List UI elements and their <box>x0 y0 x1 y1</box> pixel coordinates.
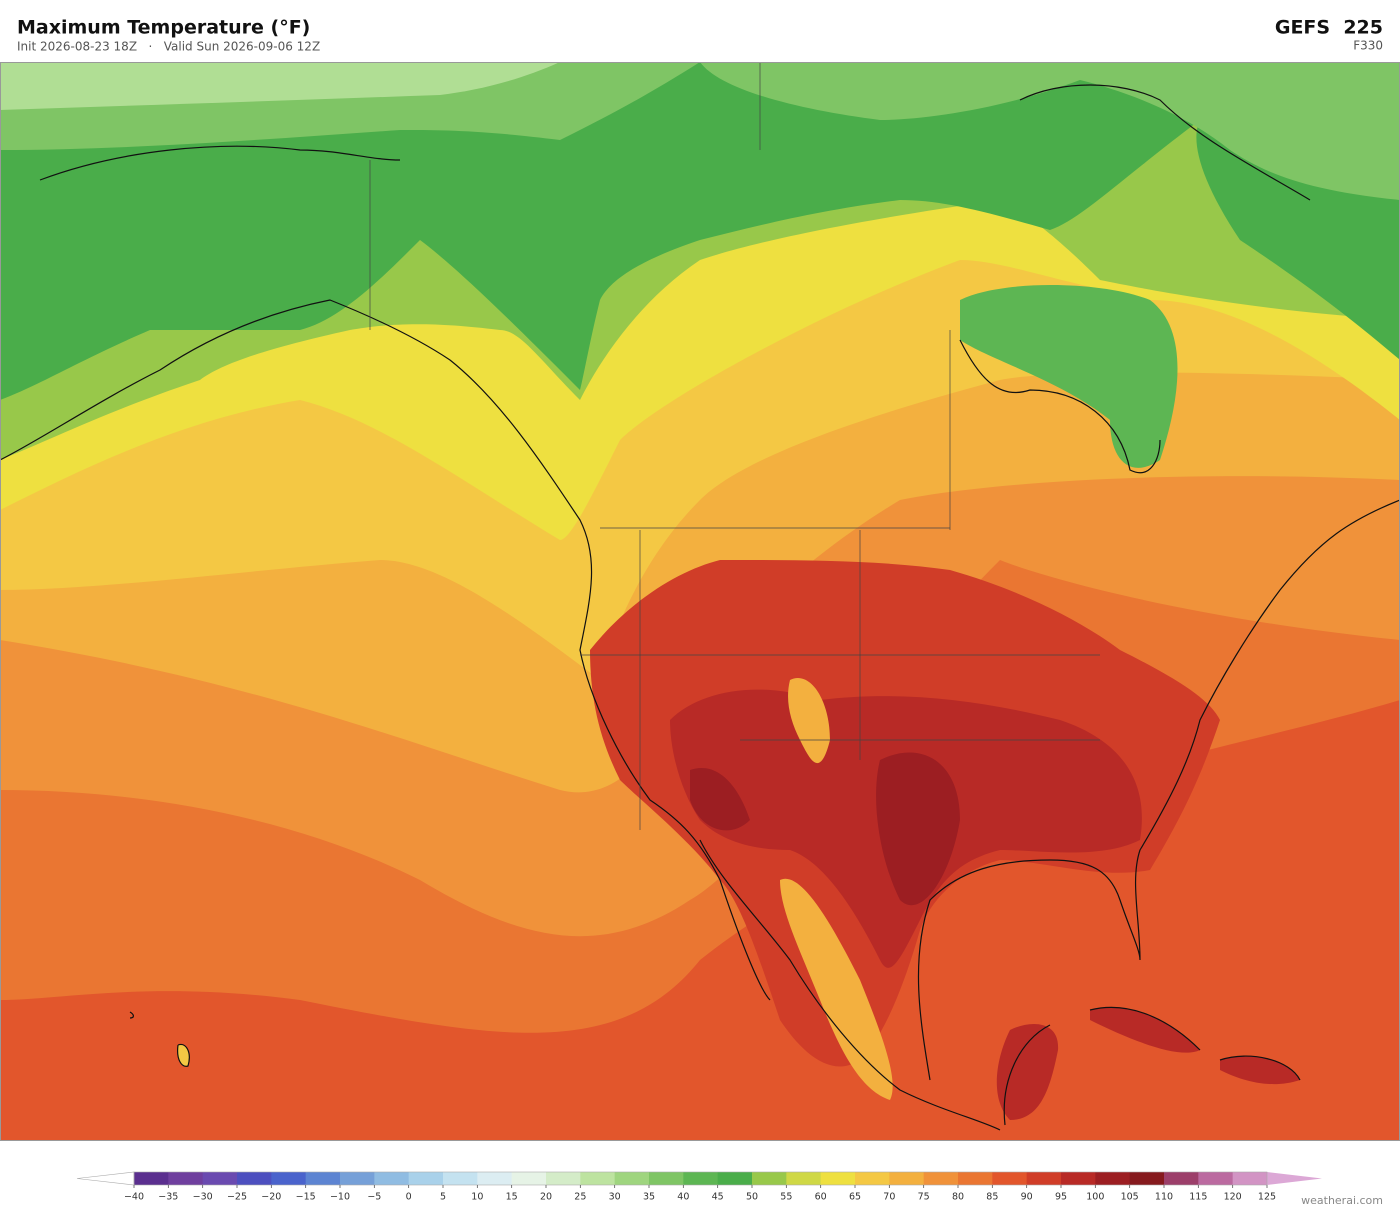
colorbar-tick-label: 50 <box>746 1192 758 1203</box>
colorbar-frame <box>133 1171 1268 1186</box>
colorbar-tick-label: 15 <box>506 1192 518 1203</box>
field <box>780 678 893 1100</box>
colorbar-bin <box>580 1172 616 1185</box>
colorbar-tick-label: 80 <box>952 1192 964 1203</box>
colorbar-bin <box>374 1172 410 1185</box>
colorbar-bin <box>958 1172 993 1185</box>
colorbar-tick-label: 40 <box>677 1192 689 1203</box>
field <box>177 1044 190 1067</box>
colorbar-tick-label: 60 <box>815 1192 827 1203</box>
colorbar-bin <box>237 1172 272 1185</box>
colorbar-over <box>1267 1172 1322 1185</box>
coastline <box>0 84 1400 1131</box>
colorbar: −40 −35 −30 −25 −20 −15 −10 −5 0 5 10 15 20 25 30 35 40 4… <box>76 1171 1322 1203</box>
field <box>960 285 1178 468</box>
colorbar-tick-label: 30 <box>609 1192 621 1203</box>
forecast-hour: F330 <box>1353 39 1383 53</box>
colorbar-bin <box>1164 1172 1199 1185</box>
colorbar-bin <box>443 1172 478 1185</box>
colorbar-bin <box>820 1172 856 1185</box>
colorbar-bin <box>683 1172 719 1185</box>
colorbar-tick-label: −40 <box>124 1192 144 1203</box>
field <box>690 752 960 906</box>
colorbar-tick-label: 0 <box>406 1192 412 1203</box>
colorbar-tick-label: −5 <box>367 1192 381 1203</box>
credit: weatherai.com <box>1301 1194 1383 1207</box>
colorbar-tick-label: 95 <box>1055 1192 1067 1203</box>
colorbar-tick-label: 105 <box>1121 1192 1139 1203</box>
colorbar-under <box>76 1171 135 1186</box>
colorbar-tick-label: 100 <box>1086 1192 1104 1203</box>
colorbar-bin <box>1026 1172 1062 1185</box>
subtitle: Init 2026-08-23 18Z · Valid Sun 2026-09-… <box>17 40 320 54</box>
colorbar-tick-label: −15 <box>296 1192 316 1203</box>
colorbar-bin <box>649 1172 684 1185</box>
colorbar-bin <box>752 1172 787 1185</box>
colorbar-tick-label: 25 <box>574 1192 586 1203</box>
colorbar-bin <box>889 1172 925 1185</box>
colorbar-tick-label: 120 <box>1224 1192 1242 1203</box>
colorbar-bin <box>717 1172 753 1185</box>
colorbar-tick-label: 55 <box>780 1192 792 1203</box>
colorbar-bin <box>408 1172 444 1185</box>
colorbar-tick-label: 85 <box>986 1192 998 1203</box>
colorbar-bin <box>1198 1172 1234 1185</box>
colorbar-bin <box>786 1172 822 1185</box>
field <box>0 62 1400 400</box>
colorbar-bin <box>134 1172 169 1185</box>
colorbar-bin <box>271 1172 307 1185</box>
colorbar-tick-label: −30 <box>193 1192 213 1203</box>
colorbar-bin <box>1129 1172 1165 1185</box>
colorbar-bin <box>168 1172 204 1185</box>
colorbar-tick-label: 125 <box>1258 1192 1276 1203</box>
map <box>0 62 1400 1141</box>
border <box>369 62 1100 830</box>
colorbar-bin <box>305 1172 341 1185</box>
field <box>0 62 560 110</box>
colorbar-tick-label: 45 <box>712 1192 724 1203</box>
colorbar-tick-label: −20 <box>261 1192 281 1203</box>
colorbar-tick-label: 10 <box>471 1192 483 1203</box>
colorbar-tick-label: 70 <box>883 1192 895 1203</box>
colorbar-tick-label: 110 <box>1155 1192 1173 1203</box>
model-label: GEFS 225 <box>1275 17 1383 39</box>
colorbar-bin <box>855 1172 890 1185</box>
colorbar-bin <box>1061 1172 1096 1185</box>
colorbar-bin <box>477 1172 513 1185</box>
colorbar-tick-label: −25 <box>227 1192 247 1203</box>
colorbar-tick-label: 90 <box>1021 1192 1033 1203</box>
colorbar-tick-label: 20 <box>540 1192 552 1203</box>
colorbar-tick-label: 75 <box>918 1192 930 1203</box>
colorbar-tick-label: 115 <box>1189 1192 1207 1203</box>
colorbar-bin <box>511 1172 547 1185</box>
colorbar-tick-label: 5 <box>440 1192 446 1203</box>
colorbar-bin <box>340 1172 375 1185</box>
colorbar-tick-label: 65 <box>849 1192 861 1203</box>
colorbar-tick-label: −10 <box>330 1192 350 1203</box>
colorbar-bin <box>923 1172 959 1185</box>
colorbar-bin <box>1232 1172 1268 1185</box>
title: Maximum Temperature (°F) <box>17 17 310 39</box>
colorbar-tick-label: 35 <box>643 1192 655 1203</box>
colorbar-bin <box>202 1172 238 1185</box>
colorbar-bin <box>614 1172 650 1185</box>
colorbar-tick-label: −35 <box>158 1192 178 1203</box>
colorbar-bin <box>992 1172 1028 1185</box>
colorbar-bin <box>1095 1172 1131 1185</box>
field <box>996 1007 1300 1120</box>
colorbar-bin <box>546 1172 581 1185</box>
